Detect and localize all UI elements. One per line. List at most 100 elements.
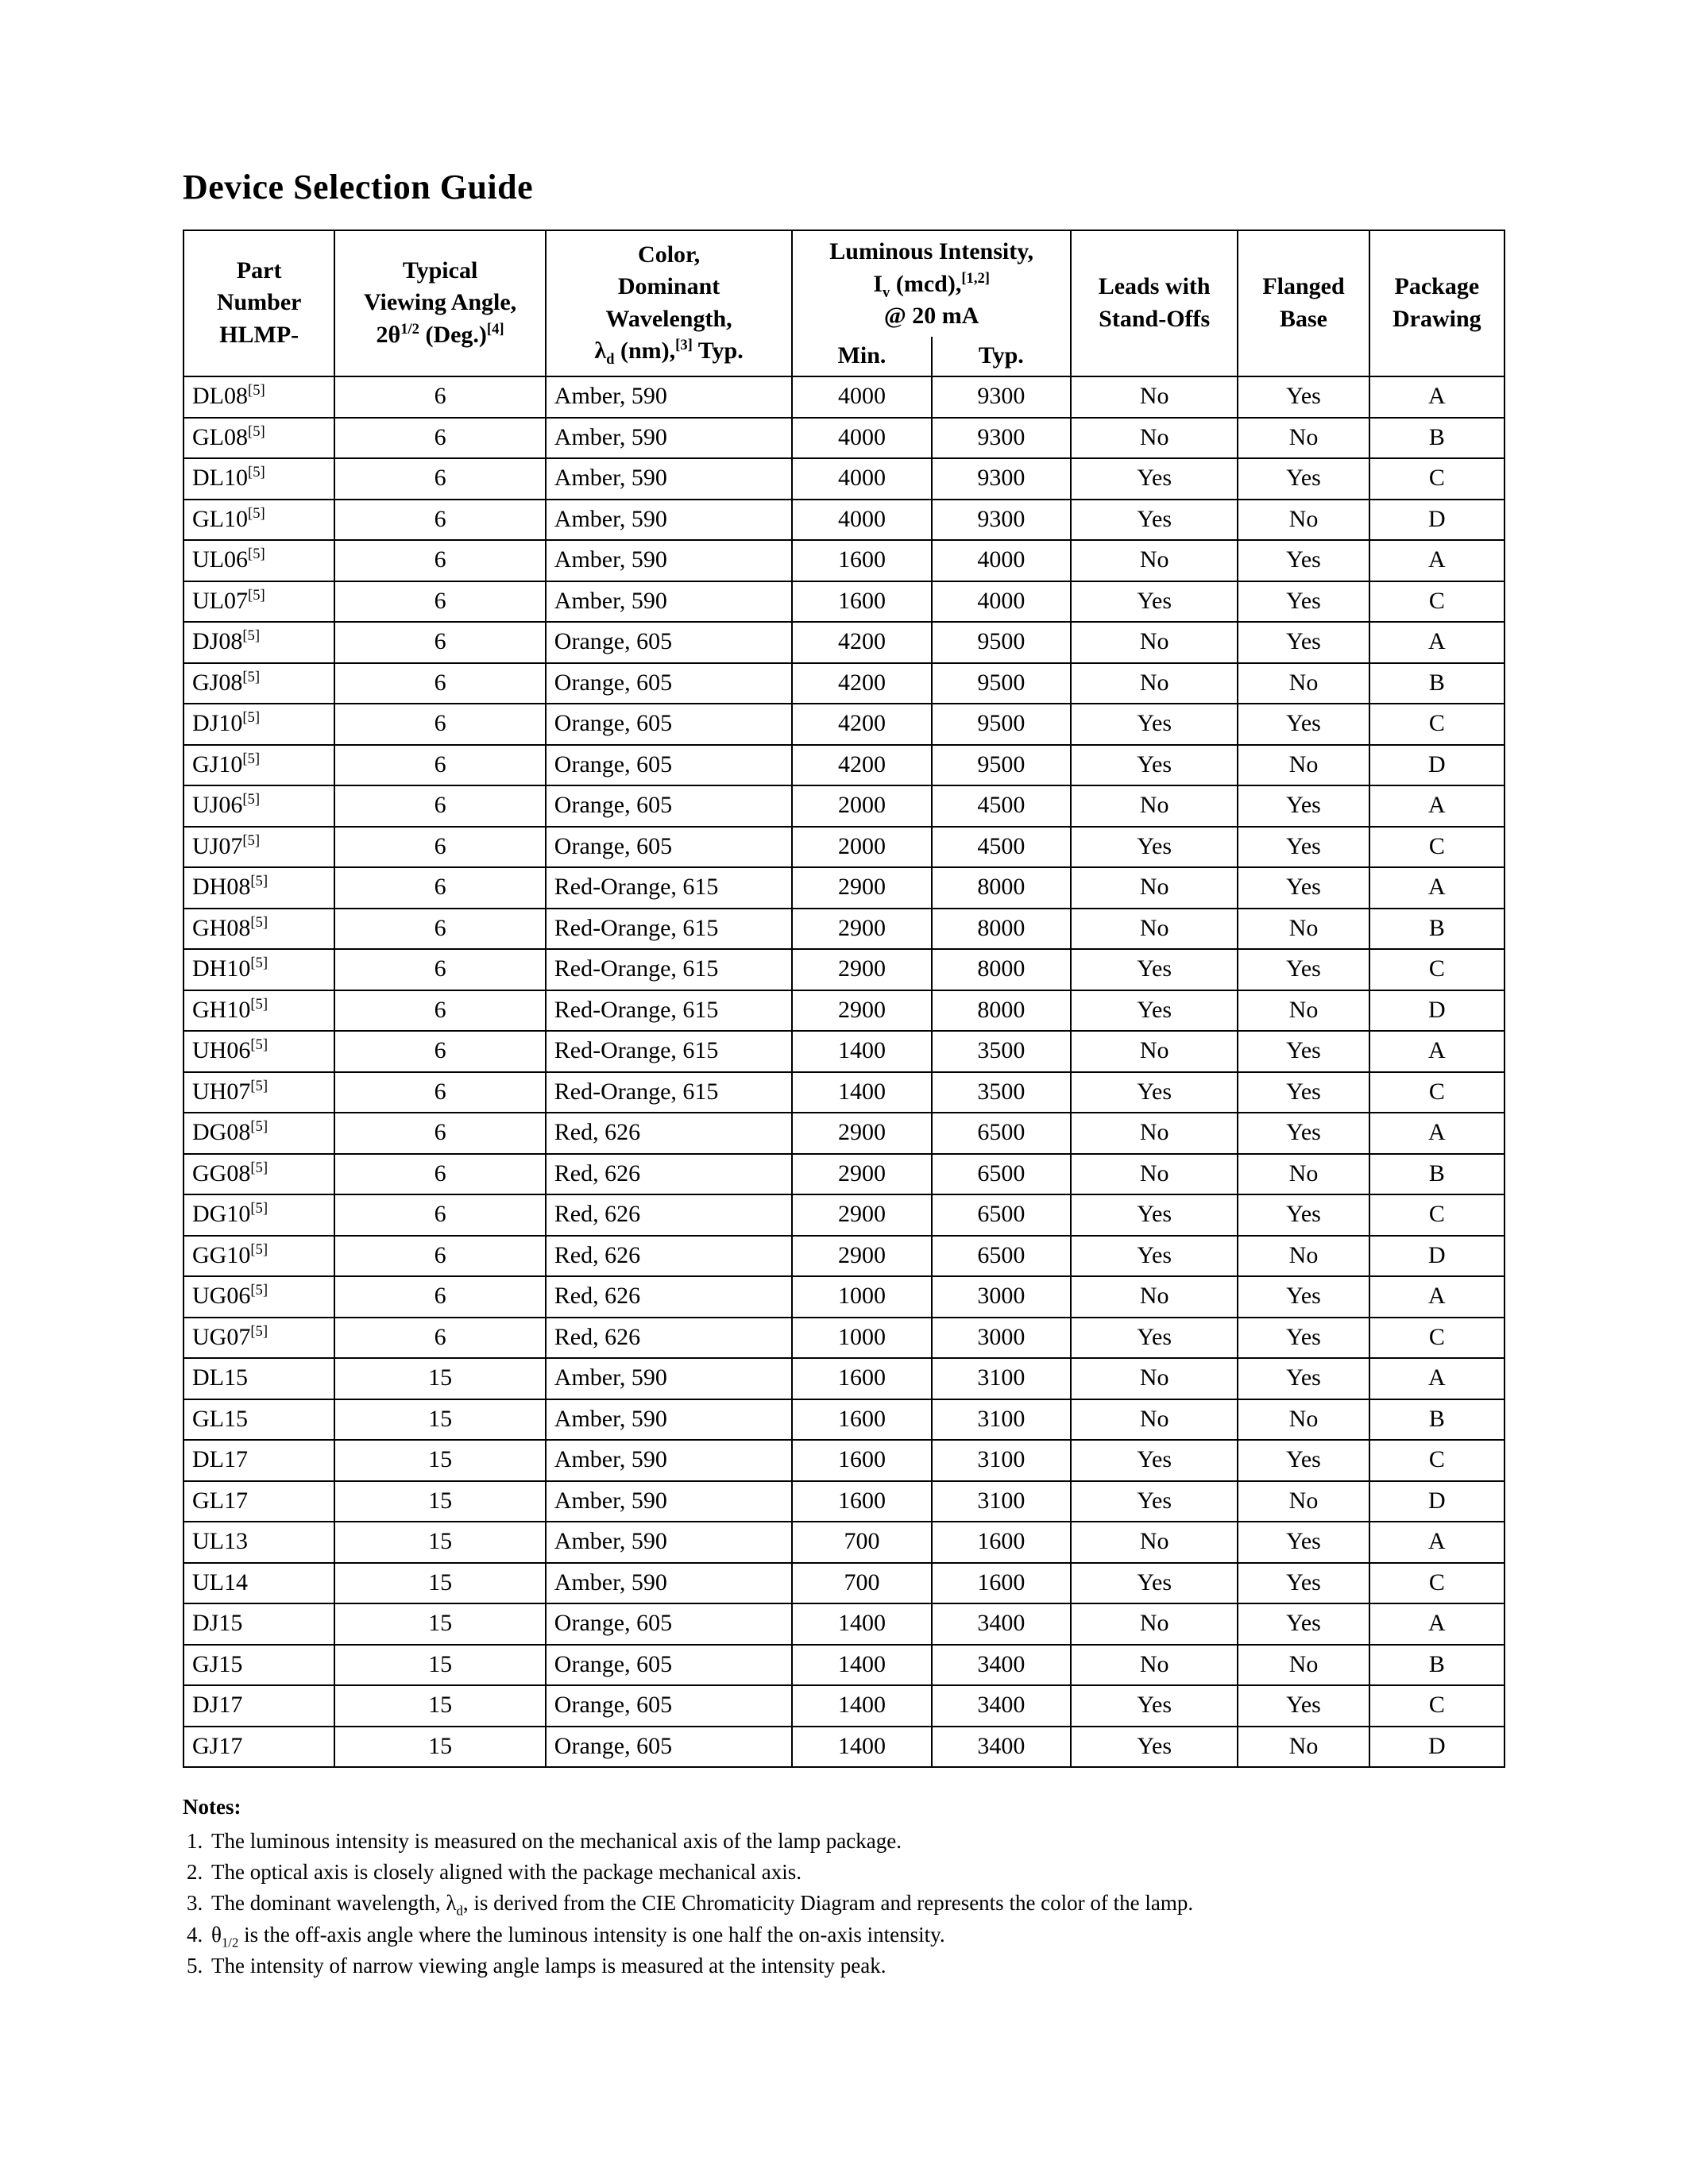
cell-lum-typ: 3400	[932, 1727, 1071, 1768]
cell-package-drawing: C	[1369, 1072, 1505, 1113]
cell-lum-min: 4000	[792, 458, 931, 500]
table-row: DJ1715Orange, 60514003400YesYesC	[183, 1685, 1505, 1727]
cell-package-drawing: D	[1369, 500, 1505, 541]
cell-package-drawing: B	[1369, 1399, 1505, 1441]
footnote-ref: [5]	[250, 955, 268, 971]
cell-part-number: GH10[5]	[183, 990, 334, 1032]
cell-color-wavelength: Orange, 605	[546, 1685, 793, 1727]
cell-part-number: DL17	[183, 1440, 334, 1481]
cell-color-wavelength: Amber, 590	[546, 1358, 793, 1399]
header-text: Luminous Intensity,	[829, 238, 1033, 264]
cell-package-drawing: D	[1369, 1481, 1505, 1522]
cell-viewing-angle: 15	[334, 1522, 545, 1563]
footnote-ref: [4]	[487, 321, 504, 338]
cell-color-wavelength: Red, 626	[546, 1154, 793, 1195]
cell-color-wavelength: Amber, 590	[546, 1522, 793, 1563]
cell-leads-standoffs: No	[1071, 1154, 1238, 1195]
cell-flanged-base: Yes	[1238, 1194, 1369, 1236]
cell-part-number: UG06[5]	[183, 1276, 334, 1318]
col-lum-min-header: Min.	[792, 337, 931, 377]
table-row: GL1715Amber, 59016003100YesNoD	[183, 1481, 1505, 1522]
header-text: λ	[594, 338, 606, 364]
cell-lum-typ: 9500	[932, 663, 1071, 704]
cell-flanged-base: Yes	[1238, 1318, 1369, 1359]
cell-package-drawing: D	[1369, 990, 1505, 1032]
table-row: GJ08[5]6Orange, 60542009500NoNoB	[183, 663, 1505, 704]
cell-lum-typ: 6500	[932, 1194, 1071, 1236]
cell-lum-typ: 1600	[932, 1522, 1071, 1563]
cell-lum-min: 1400	[792, 1072, 931, 1113]
cell-flanged-base: Yes	[1238, 1563, 1369, 1604]
header-text: Flanged	[1262, 273, 1344, 299]
cell-color-wavelength: Orange, 605	[546, 827, 793, 868]
cell-viewing-angle: 15	[334, 1727, 545, 1768]
cell-leads-standoffs: No	[1071, 1031, 1238, 1072]
cell-package-drawing: A	[1369, 376, 1505, 418]
table-row: GJ1515Orange, 60514003400NoNoB	[183, 1645, 1505, 1686]
cell-part-number: DJ17	[183, 1685, 334, 1727]
header-text: Package	[1395, 273, 1480, 299]
cell-viewing-angle: 15	[334, 1481, 545, 1522]
table-row: UH06[5]6Red-Orange, 61514003500NoYesA	[183, 1031, 1505, 1072]
header-text: (Deg.)	[419, 322, 487, 348]
cell-lum-min: 1600	[792, 1481, 931, 1522]
table-row: DH10[5]6Red-Orange, 61529008000YesYesC	[183, 949, 1505, 990]
cell-flanged-base: Yes	[1238, 827, 1369, 868]
header-text: Typical	[403, 257, 477, 284]
cell-viewing-angle: 15	[334, 1645, 545, 1686]
table-row: GJ10[5]6Orange, 60542009500YesNoD	[183, 745, 1505, 786]
cell-leads-standoffs: No	[1071, 663, 1238, 704]
table-row: GG10[5]6Red, 62629006500YesNoD	[183, 1236, 1505, 1277]
cell-color-wavelength: Amber, 590	[546, 500, 793, 541]
cell-viewing-angle: 6	[334, 745, 545, 786]
footnote-ref: [5]	[250, 1036, 268, 1053]
footnote-ref: [5]	[248, 423, 265, 440]
footnote-ref: [5]	[250, 1200, 268, 1217]
cell-flanged-base: No	[1238, 1727, 1369, 1768]
table-row: UL1415Amber, 5907001600YesYesC	[183, 1563, 1505, 1604]
cell-lum-min: 2900	[792, 990, 931, 1032]
cell-lum-min: 700	[792, 1563, 931, 1604]
cell-leads-standoffs: Yes	[1071, 458, 1238, 500]
cell-flanged-base: Yes	[1238, 1603, 1369, 1645]
cell-lum-typ: 8000	[932, 909, 1071, 950]
col-flange-header: Flanged Base	[1238, 230, 1369, 376]
cell-package-drawing: D	[1369, 1727, 1505, 1768]
cell-viewing-angle: 6	[334, 418, 545, 459]
cell-flanged-base: No	[1238, 418, 1369, 459]
cell-part-number: DJ08[5]	[183, 622, 334, 663]
cell-color-wavelength: Red, 626	[546, 1194, 793, 1236]
header-text: Number	[217, 289, 302, 315]
cell-leads-standoffs: Yes	[1071, 745, 1238, 786]
table-row: UG06[5]6Red, 62610003000NoYesA	[183, 1276, 1505, 1318]
cell-part-number: UJ06[5]	[183, 785, 334, 827]
header-text: Stand-Offs	[1099, 306, 1210, 332]
cell-lum-typ: 4500	[932, 827, 1071, 868]
cell-viewing-angle: 15	[334, 1440, 545, 1481]
cell-flanged-base: Yes	[1238, 704, 1369, 745]
cell-color-wavelength: Orange, 605	[546, 785, 793, 827]
cell-leads-standoffs: No	[1071, 1645, 1238, 1686]
cell-lum-typ: 6500	[932, 1236, 1071, 1277]
cell-viewing-angle: 6	[334, 376, 545, 418]
cell-viewing-angle: 6	[334, 622, 545, 663]
cell-lum-min: 2000	[792, 785, 931, 827]
cell-package-drawing: D	[1369, 1236, 1505, 1277]
cell-package-drawing: C	[1369, 1318, 1505, 1359]
header-text: Dominant	[618, 273, 720, 299]
cell-package-drawing: A	[1369, 1031, 1505, 1072]
table-header: Part Number HLMP- Typical Viewing Angle,…	[183, 230, 1505, 376]
footnote-ref: [5]	[248, 505, 265, 522]
cell-flanged-base: Yes	[1238, 540, 1369, 581]
cell-lum-min: 1000	[792, 1276, 931, 1318]
cell-part-number: DL08[5]	[183, 376, 334, 418]
cell-leads-standoffs: No	[1071, 1358, 1238, 1399]
cell-color-wavelength: Orange, 605	[546, 1645, 793, 1686]
table-row: DH08[5]6Red-Orange, 61529008000NoYesA	[183, 867, 1505, 909]
cell-leads-standoffs: No	[1071, 622, 1238, 663]
table-row: UJ07[5]6Orange, 60520004500YesYesC	[183, 827, 1505, 868]
cell-viewing-angle: 6	[334, 1318, 545, 1359]
cell-part-number: UJ07[5]	[183, 827, 334, 868]
cell-lum-min: 4000	[792, 376, 931, 418]
cell-viewing-angle: 6	[334, 990, 545, 1032]
